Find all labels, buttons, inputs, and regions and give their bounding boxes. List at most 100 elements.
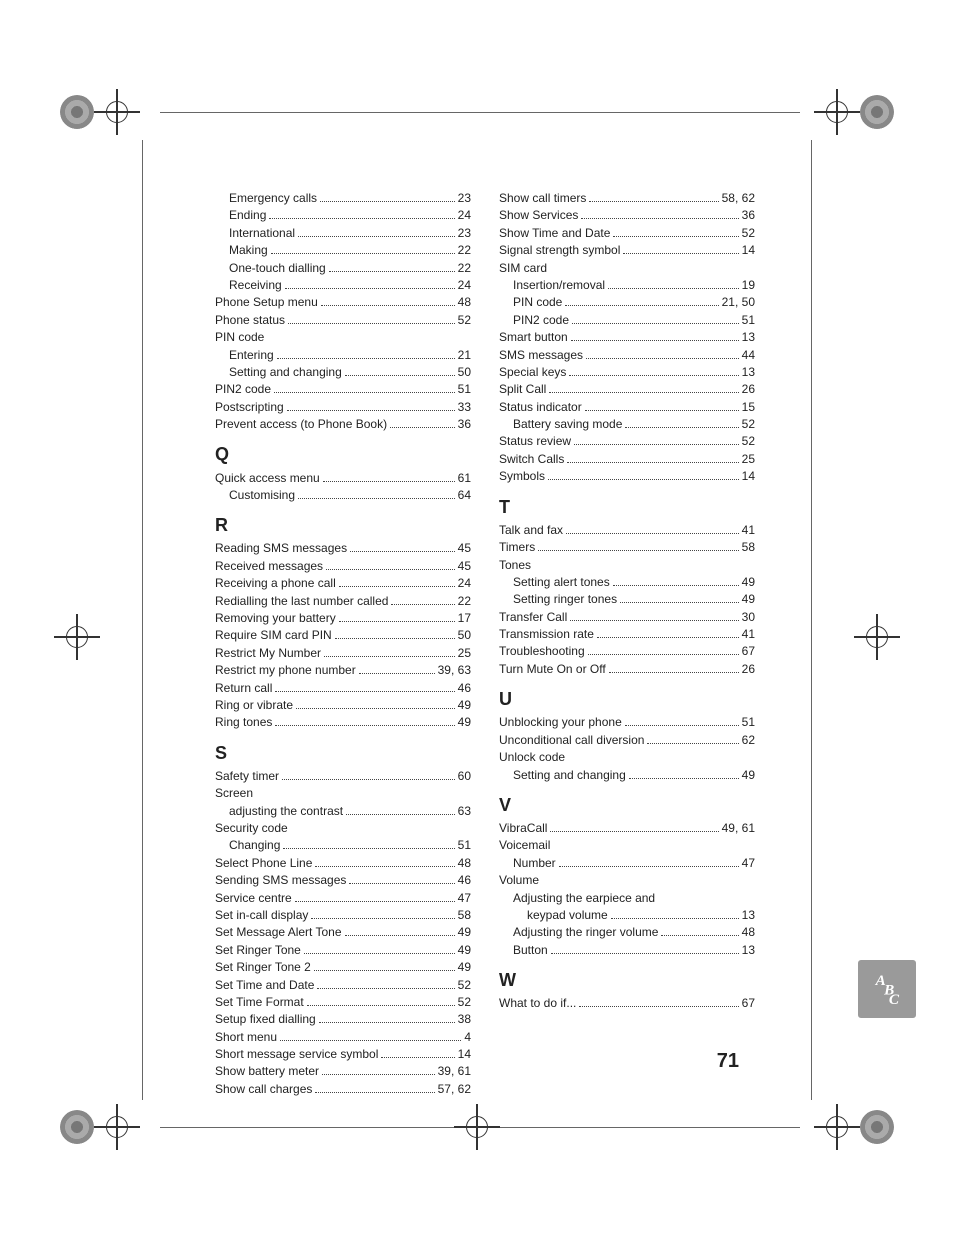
reg-mark-mid-left	[60, 620, 94, 654]
index-entry: Postscripting 33	[215, 399, 471, 416]
index-entry-page: 14	[742, 242, 755, 259]
index-leader-dots	[548, 479, 739, 480]
index-entry: Smart button 13	[499, 329, 755, 346]
svg-text:C: C	[889, 991, 900, 1008]
index-leader-dots	[581, 218, 738, 219]
index-entry-label: adjusting the contrast	[229, 803, 343, 820]
index-entry: Safety timer 60	[215, 768, 471, 785]
index-leader-dots	[329, 271, 455, 272]
index-entry-label: Transmission rate	[499, 626, 594, 643]
index-entry-page: 41	[742, 522, 755, 539]
index-entry-page: 22	[458, 593, 471, 610]
index-leader-dots	[647, 743, 738, 744]
index-entry: Changing 51	[215, 837, 471, 854]
index-leader-dots	[567, 462, 738, 463]
index-entry: Set in-call display 58	[215, 907, 471, 924]
index-entry-page: 49	[742, 574, 755, 591]
index-entry-page: 13	[742, 329, 755, 346]
index-leader-dots	[381, 1057, 454, 1058]
index-entry-label: Setting and changing	[513, 767, 626, 784]
index-leader-dots	[597, 637, 739, 638]
index-leader-dots	[609, 672, 739, 673]
index-entry-label: Setting alert tones	[513, 574, 610, 591]
index-entry-label: Show battery meter	[215, 1063, 319, 1080]
index-entry-page: 61	[458, 470, 471, 487]
index-entry: Adjusting the ringer volume 48	[499, 924, 755, 941]
index-entry-page: 64	[458, 487, 471, 504]
index-entry: Short menu 4	[215, 1029, 471, 1046]
index-entry-label: Set Ringer Tone 2	[215, 959, 311, 976]
index-entry-page: 24	[458, 277, 471, 294]
index-entry-page: 49	[458, 924, 471, 941]
index-leader-dots	[549, 392, 738, 393]
index-entry: Symbols 14	[499, 468, 755, 485]
index-entry-label: PIN code	[513, 294, 562, 311]
index-entry: Insertion/removal 19	[499, 277, 755, 294]
index-entry: Security code	[215, 820, 471, 837]
index-leader-dots	[285, 288, 455, 289]
index-leader-dots	[579, 1006, 738, 1007]
index-entry: Set Ringer Tone 2 49	[215, 959, 471, 976]
index-entry-label: Restrict My Number	[215, 645, 321, 662]
index-leader-dots	[322, 1074, 435, 1075]
index-entry-page: 58	[458, 907, 471, 924]
index-entry: Ending 24	[215, 207, 471, 224]
index-entry: Transfer Call 30	[499, 609, 755, 626]
index-leader-dots	[620, 602, 739, 603]
index-leader-dots	[589, 201, 718, 202]
index-entry-label: Show call timers	[499, 190, 586, 207]
index-entry: Switch Calls 25	[499, 451, 755, 468]
index-entry: Sending SMS messages 46	[215, 872, 471, 889]
index-entry-page: 48	[458, 855, 471, 872]
index-entry: Receiving a phone call 24	[215, 575, 471, 592]
index-entry-page: 46	[458, 872, 471, 889]
index-leader-dots	[588, 654, 739, 655]
index-leader-dots	[538, 550, 738, 551]
index-entry: Set Time and Date 52	[215, 977, 471, 994]
index-entry: Ring tones 49	[215, 714, 471, 731]
index-entry-label: Emergency calls	[229, 190, 317, 207]
index-entry-label: What to do if...	[499, 995, 576, 1012]
index-entry-label: SMS messages	[499, 347, 583, 364]
index-entry: Timers 58	[499, 539, 755, 556]
index-leader-dots	[661, 935, 738, 936]
index-leader-dots	[307, 1005, 455, 1006]
index-entry-page: 26	[742, 381, 755, 398]
index-entry-label: Security code	[215, 820, 288, 837]
index-leader-dots	[304, 953, 455, 954]
index-entry: Emergency calls 23	[215, 190, 471, 207]
index-entry: Set Time Format 52	[215, 994, 471, 1011]
index-leader-dots	[275, 725, 454, 726]
crop-line-top	[160, 112, 800, 113]
index-leader-dots	[350, 551, 455, 552]
index-entry-label: Smart button	[499, 329, 568, 346]
index-entry-label: Receiving a phone call	[215, 575, 336, 592]
index-entry-page: 52	[458, 994, 471, 1011]
index-section-head: R	[215, 512, 471, 538]
index-entry-page: 47	[742, 855, 755, 872]
index-entry-label: Battery saving mode	[513, 416, 622, 433]
index-entry-label: Ring or vibrate	[215, 697, 293, 714]
index-entry: Customising 64	[215, 487, 471, 504]
index-entry-page: 51	[742, 312, 755, 329]
index-entry-page: 67	[742, 643, 755, 660]
index-entry: Unlock code	[499, 749, 755, 766]
index-leader-dots	[551, 953, 739, 954]
index-leader-dots	[608, 288, 739, 289]
index-entry: Receiving 24	[215, 277, 471, 294]
index-entry-page: 60	[458, 768, 471, 785]
index-entry-label: PIN2 code	[215, 381, 271, 398]
index-leader-dots	[275, 691, 454, 692]
index-leader-dots	[611, 918, 739, 919]
index-entry: Battery saving mode 52	[499, 416, 755, 433]
index-section-head: W	[499, 967, 755, 993]
index-leader-dots	[570, 620, 738, 621]
index-entry-label: Setup fixed dialling	[215, 1011, 316, 1028]
index-entry-label: Troubleshooting	[499, 643, 585, 660]
index-entry: Phone status 52	[215, 312, 471, 329]
index-entry-page: 24	[458, 575, 471, 592]
index-entry-page: 57, 62	[438, 1081, 471, 1098]
reg-mark-bottom-center	[460, 1110, 494, 1144]
reg-mark-bottom-left	[60, 1110, 134, 1144]
index-page: Emergency calls 23Ending 24International…	[215, 190, 755, 1098]
